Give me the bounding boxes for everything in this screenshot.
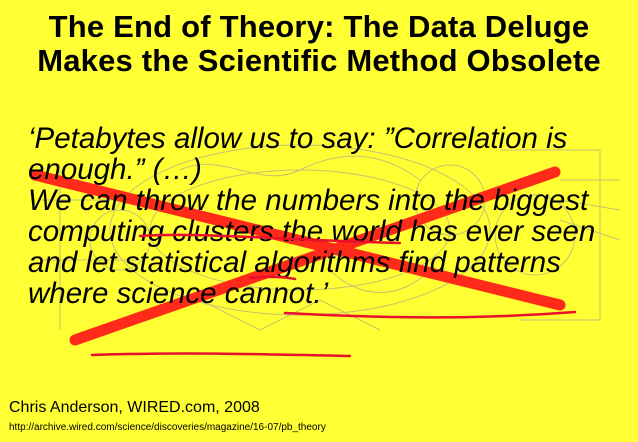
slide-title: The End of Theory: The Data Deluge Makes… [37, 9, 601, 78]
quote-text: ‘Petabytes allow us to say: ”Correlation… [28, 122, 596, 310]
source-url: http://archive.wired.com/science/discove… [9, 422, 326, 433]
attribution: Chris Anderson, WIRED.com, 2008 [9, 399, 260, 416]
